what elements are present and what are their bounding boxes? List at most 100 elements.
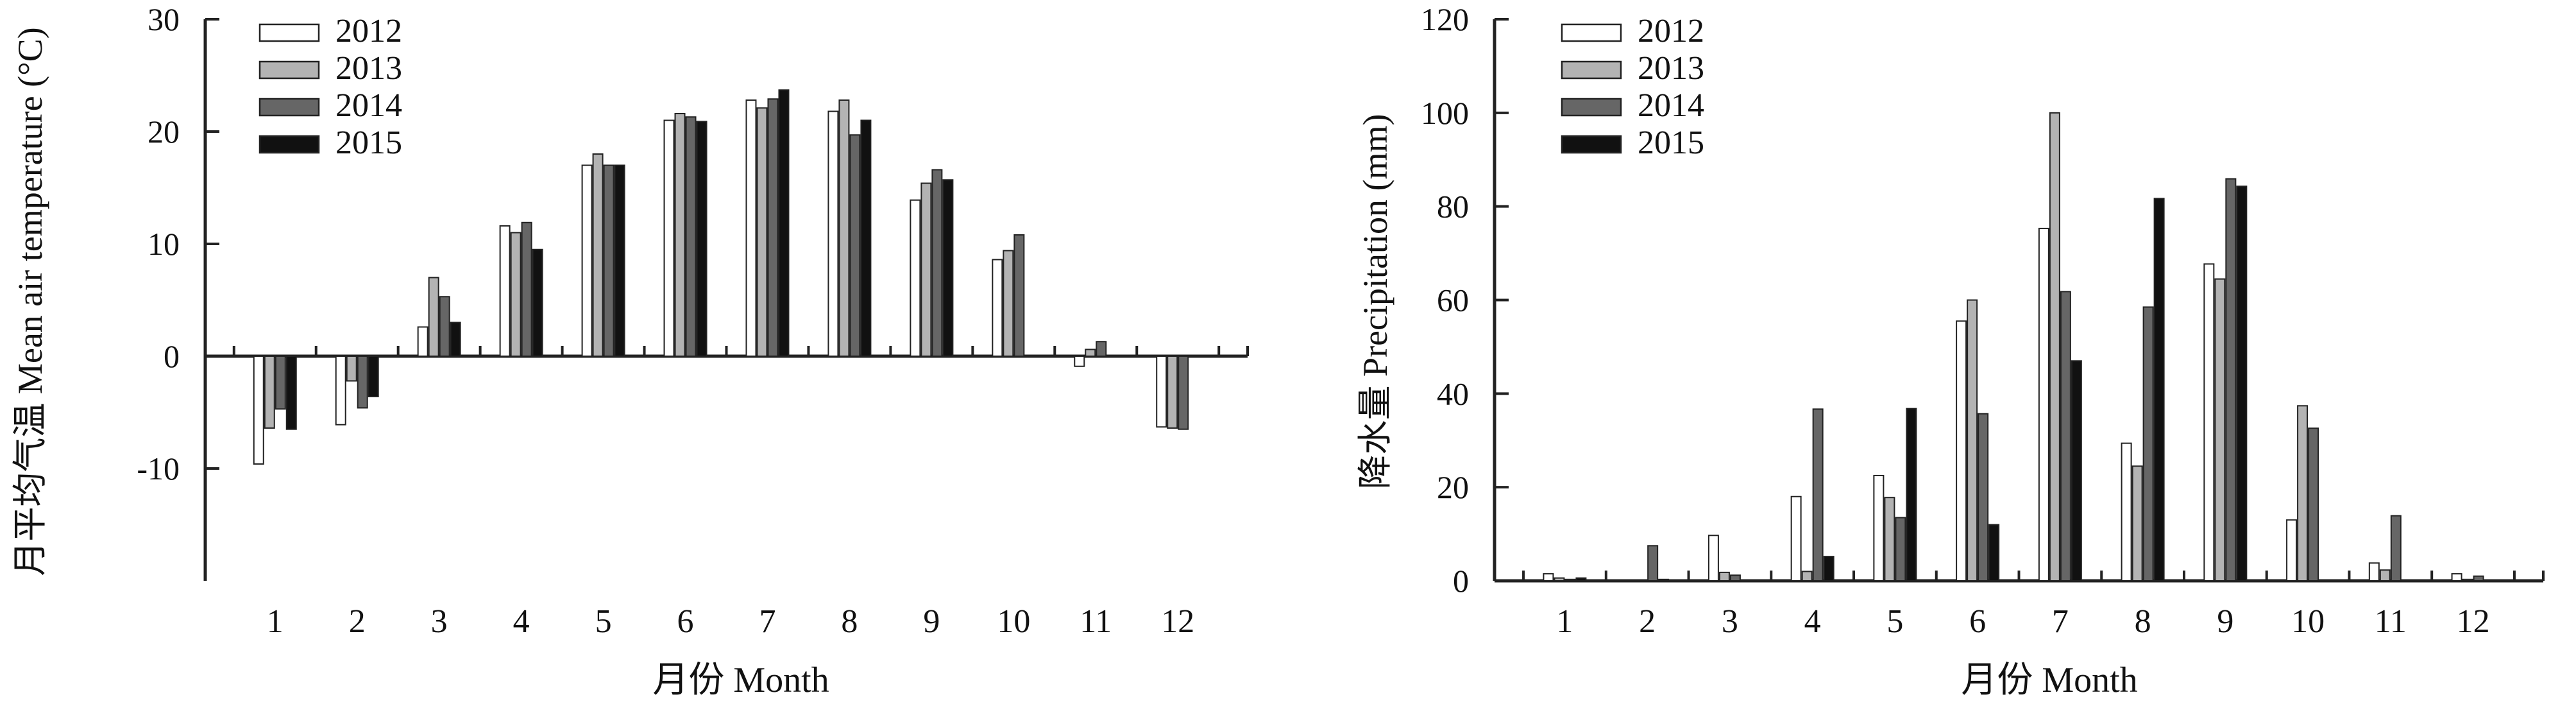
bar: [1729, 574, 1741, 581]
bar: [2286, 519, 2298, 581]
bar: [849, 134, 861, 357]
bar: [1554, 577, 1565, 581]
legend-swatch: [1561, 23, 1622, 42]
x-tick-label: 3: [1722, 603, 1738, 640]
bar: [275, 356, 286, 410]
x-tick-label: 10: [997, 603, 1030, 640]
x-tick-label: 11: [2375, 603, 2407, 640]
bar: [1801, 571, 1813, 582]
y-tick-label: 10: [148, 226, 180, 262]
bar: [2368, 562, 2380, 582]
bar: [2236, 185, 2248, 581]
bar: [1812, 408, 1824, 581]
legend-label: 2015: [1638, 125, 1704, 161]
bar: [756, 107, 768, 357]
bar: [1658, 578, 1670, 581]
legend-label: 2012: [1638, 13, 1704, 49]
x-tick-label: 1: [1556, 603, 1573, 640]
bar: [1575, 577, 1587, 581]
bar: [1873, 474, 1885, 581]
bar: [1013, 234, 1025, 357]
bar: [663, 119, 675, 357]
bar: [614, 164, 625, 357]
bar: [767, 98, 779, 357]
x-tick-label: 9: [923, 603, 940, 640]
legend-swatch: [258, 98, 320, 117]
bar: [931, 169, 943, 357]
x-tick-label: 2: [349, 603, 366, 640]
y-axis-title: 降水量 Precipitation (mm): [1356, 114, 1394, 490]
bar: [603, 164, 614, 357]
bar: [2142, 306, 2154, 581]
bar: [2121, 442, 2132, 581]
bar: [942, 179, 954, 357]
bar: [1003, 250, 1014, 357]
bar: [1906, 408, 1917, 582]
bar: [1074, 356, 1085, 367]
y-tick-label: 40: [1437, 375, 1469, 411]
bar: [1978, 413, 1989, 581]
y-tick-label: 80: [1437, 189, 1469, 225]
x-tick-label: 2: [1639, 603, 1656, 640]
bar: [532, 248, 543, 357]
bar: [1967, 299, 1978, 581]
x-tick-label: 4: [513, 603, 530, 640]
y-tick-label: 120: [1421, 1, 1469, 37]
legend-swatch: [1561, 60, 1622, 80]
legend-swatch: [258, 135, 320, 154]
bar: [1895, 517, 1906, 581]
legend-label: 2014: [1638, 87, 1704, 124]
bar: [1085, 348, 1096, 357]
bar: [335, 356, 346, 425]
x-tick-label: 6: [1969, 603, 1986, 640]
y-tick-label: 100: [1421, 95, 1469, 131]
bar: [521, 221, 532, 357]
legend-label: 2013: [1638, 50, 1704, 87]
bar: [2071, 360, 2082, 582]
y-tick-label: 0: [1453, 563, 1469, 599]
bar: [1178, 356, 1189, 430]
x-tick-label: 7: [759, 603, 775, 640]
bar: [346, 356, 357, 382]
legend-label: 2013: [335, 50, 402, 87]
x-tick-label: 3: [431, 603, 448, 640]
bar: [827, 110, 839, 357]
bar: [1956, 320, 1967, 581]
y-tick-label: 60: [1437, 282, 1469, 318]
bar: [696, 121, 708, 357]
bar: [253, 356, 264, 465]
legend-label: 2012: [335, 13, 402, 49]
bar: [1823, 556, 1835, 581]
x-tick-label: 12: [1161, 603, 1194, 640]
x-tick-label: 1: [267, 603, 284, 640]
x-tick-label: 8: [841, 603, 858, 640]
x-tick-label: 8: [2135, 603, 2151, 640]
bar: [592, 153, 604, 357]
x-axis-title: 月份 Month: [1961, 660, 2137, 700]
bar: [368, 356, 379, 397]
y-tick-label: 30: [148, 1, 180, 37]
x-tick-label: 4: [1804, 603, 1821, 640]
bar: [2390, 515, 2402, 581]
x-tick-label: 10: [2291, 603, 2325, 640]
bar: [1647, 545, 1659, 581]
bar: [1988, 524, 2000, 581]
bar: [2308, 427, 2319, 582]
x-tick-label: 9: [2217, 603, 2233, 640]
x-tick-label: 12: [2457, 603, 2490, 640]
bar: [499, 225, 511, 357]
bar: [1884, 497, 1895, 581]
bar: [838, 99, 850, 357]
y-tick-label: -10: [137, 451, 180, 486]
bar: [581, 164, 593, 357]
bar: [2297, 405, 2309, 582]
bar: [992, 259, 1003, 357]
bar: [2049, 112, 2060, 582]
legend-label: 2015: [335, 125, 402, 161]
bar: [1543, 573, 1554, 581]
y-tick-label: 20: [1437, 469, 1469, 505]
